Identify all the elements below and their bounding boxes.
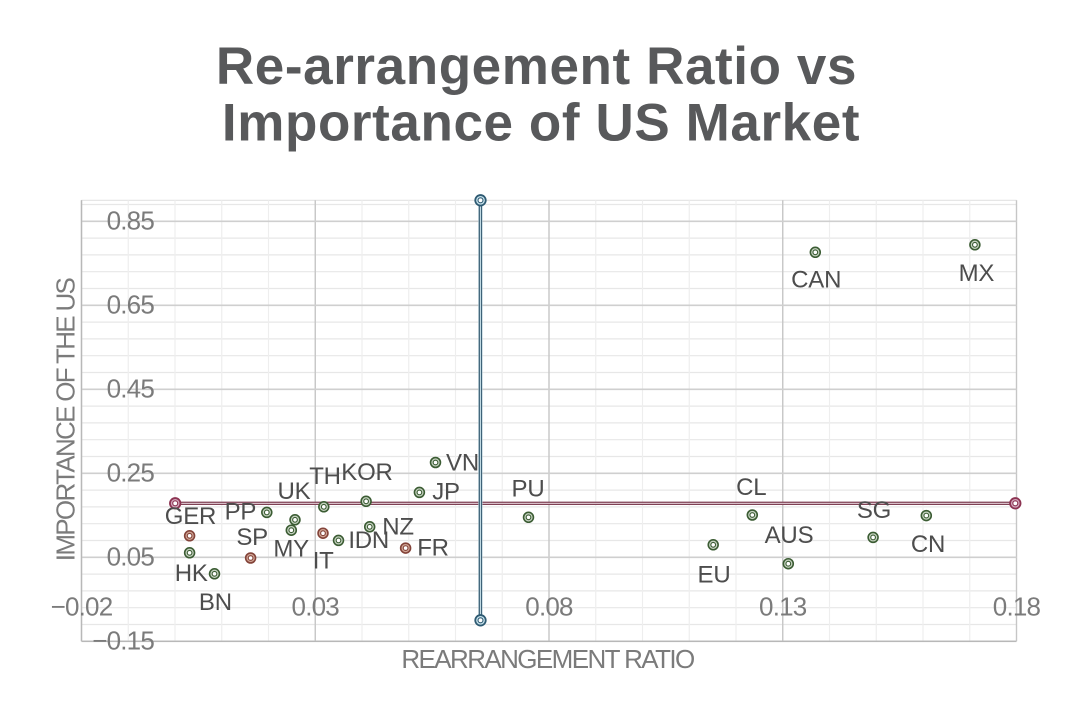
svg-text:0.08: 0.08 bbox=[525, 592, 573, 622]
svg-text:SP: SP bbox=[236, 524, 268, 551]
svg-text:MY: MY bbox=[273, 535, 309, 562]
svg-text:IT: IT bbox=[313, 547, 334, 574]
svg-text:NZ: NZ bbox=[382, 514, 414, 541]
svg-text:GER: GER bbox=[165, 503, 216, 530]
svg-text:EU: EU bbox=[698, 561, 731, 588]
svg-text:IDN: IDN bbox=[348, 527, 389, 554]
svg-text:Importance of US Market: Importance of US Market bbox=[222, 94, 860, 153]
svg-text:0.25: 0.25 bbox=[107, 458, 155, 488]
svg-text:REARRANGEMENT RATIO: REARRANGEMENT RATIO bbox=[401, 644, 694, 674]
svg-text:HK: HK bbox=[175, 560, 208, 587]
svg-text:FR: FR bbox=[417, 535, 449, 562]
svg-text:SG: SG bbox=[857, 497, 891, 524]
svg-text:KOR: KOR bbox=[341, 459, 392, 486]
svg-text:0.13: 0.13 bbox=[759, 592, 807, 622]
svg-text:CL: CL bbox=[736, 474, 766, 501]
svg-text:−0.02: −0.02 bbox=[51, 592, 113, 622]
svg-text:Re-arrangement Ratio vs: Re-arrangement Ratio vs bbox=[216, 37, 857, 96]
svg-text:PP: PP bbox=[225, 498, 257, 525]
svg-text:CAN: CAN bbox=[791, 267, 841, 294]
svg-text:0.05: 0.05 bbox=[107, 542, 155, 572]
svg-text:CN: CN bbox=[911, 531, 945, 558]
svg-text:UK: UK bbox=[278, 478, 311, 505]
svg-text:IMPORTANCE OF THE US: IMPORTANCE OF THE US bbox=[51, 277, 81, 561]
svg-text:AUS: AUS bbox=[765, 522, 814, 549]
svg-text:VN: VN bbox=[446, 449, 479, 476]
svg-text:0.45: 0.45 bbox=[107, 374, 155, 404]
svg-text:MX: MX bbox=[959, 260, 995, 287]
svg-text:BN: BN bbox=[199, 589, 232, 616]
svg-text:0.85: 0.85 bbox=[107, 206, 155, 236]
svg-text:TH: TH bbox=[309, 463, 341, 490]
svg-text:0.65: 0.65 bbox=[107, 290, 155, 320]
svg-text:0.18: 0.18 bbox=[993, 592, 1041, 622]
svg-text:−0.15: −0.15 bbox=[92, 626, 154, 656]
svg-text:PU: PU bbox=[512, 475, 545, 502]
svg-text:JP: JP bbox=[432, 478, 460, 505]
svg-text:0.03: 0.03 bbox=[292, 592, 340, 622]
